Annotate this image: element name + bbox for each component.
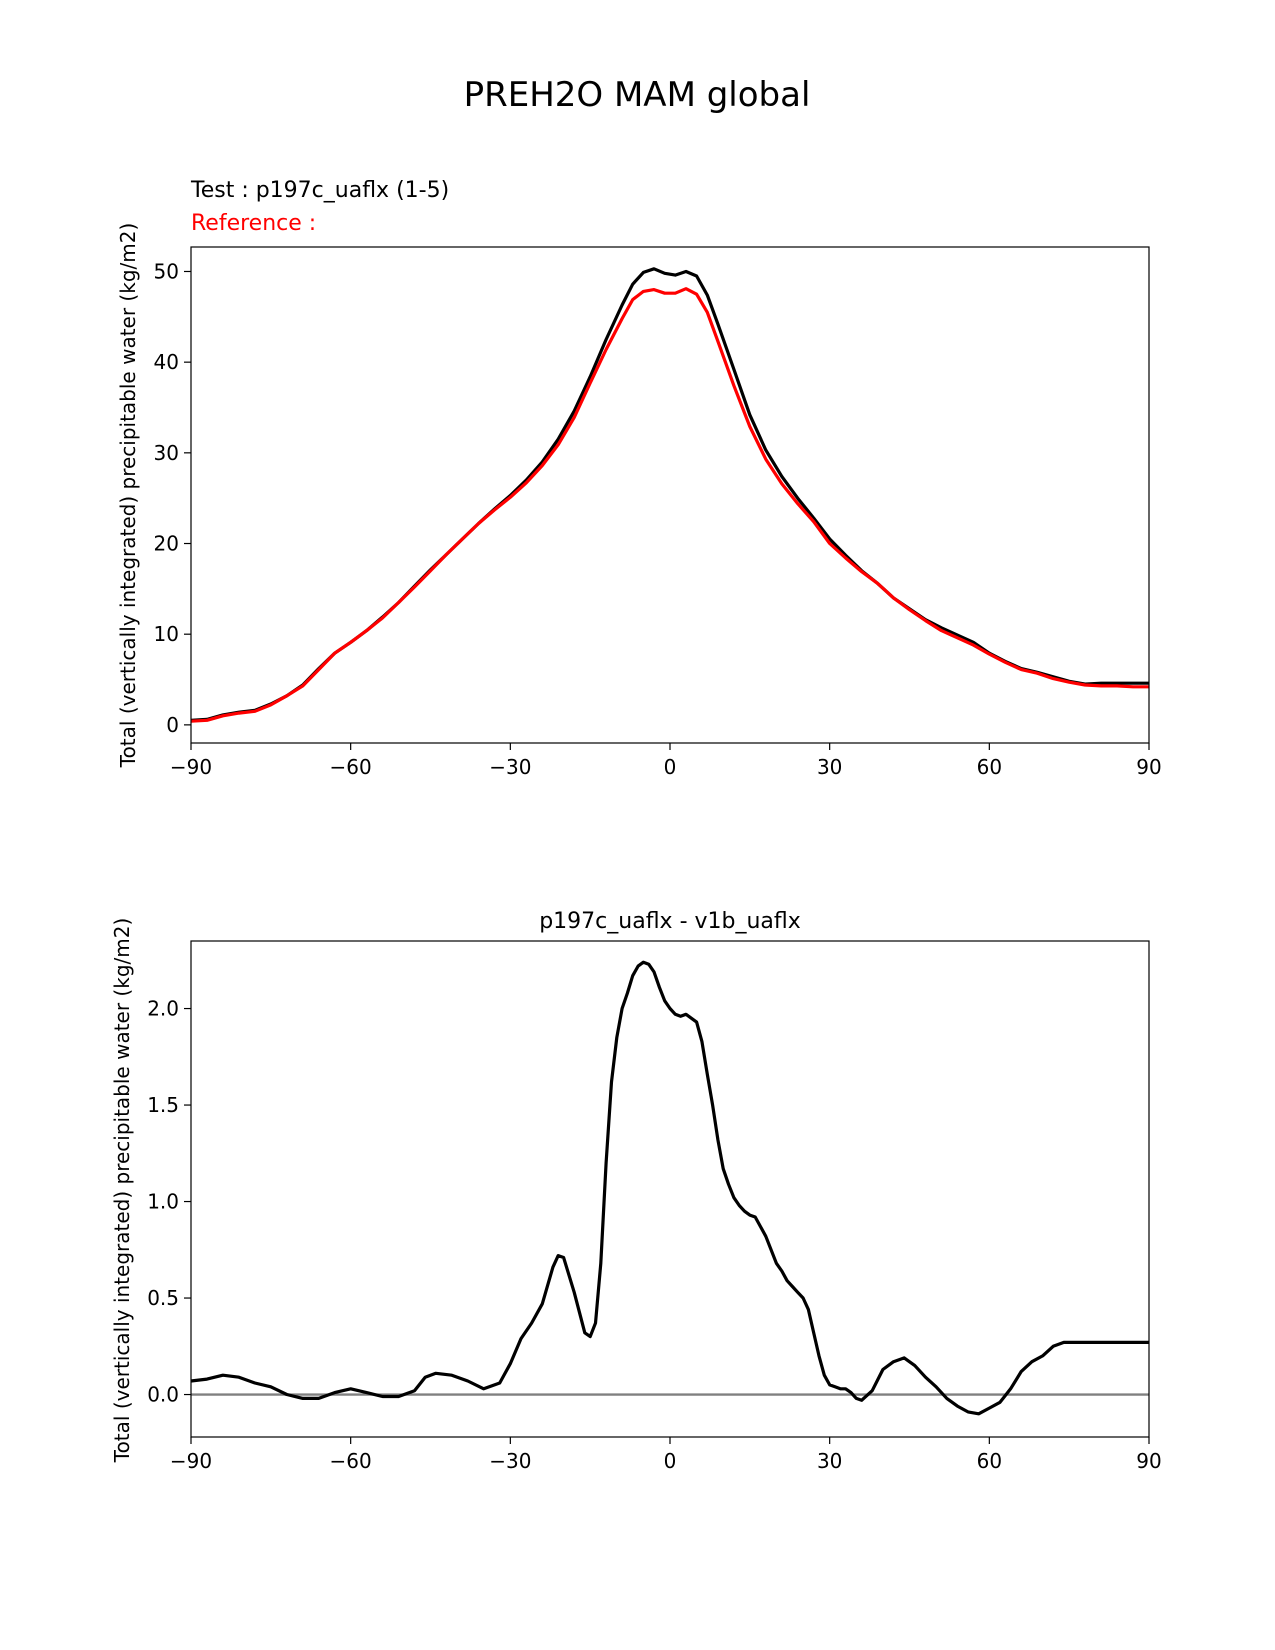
bottom-panel-y-tick-label: 1.0 — [147, 1190, 179, 1214]
bottom-panel-x-ticks: −90 −60 −30 0 30 60 90 — [170, 1437, 1162, 1473]
top-panel-y-tick-label: 20 — [154, 532, 179, 556]
bottom-panel: p197c_uaflx - v1b_uaflx Total (verticall… — [110, 909, 1162, 1473]
top-panel-y-tick-label: 40 — [154, 350, 179, 374]
top-panel-y-tick-label: 10 — [154, 622, 179, 646]
bottom-panel-y-ticks: 0.0 0.5 1.0 1.5 2.0 — [147, 997, 191, 1407]
top-panel-y-tick-label: 30 — [154, 441, 179, 465]
top-panel-y-axis-label: Total (vertically integrated) precipitab… — [116, 223, 140, 769]
bottom-panel-title: p197c_uaflx - v1b_uaflx — [539, 909, 801, 934]
top-panel-y-ticks: 0 10 20 30 40 50 — [154, 259, 191, 737]
bottom-panel-y-tick-label: 0.0 — [147, 1383, 179, 1407]
top-panel-y-tick-label: 50 — [154, 259, 179, 283]
bottom-panel-frame — [190, 940, 1150, 1438]
series-line-difference — [190, 960, 1149, 1416]
top-panel-y-tick-label: 0 — [166, 713, 179, 737]
top-panel: Test : p197c_uaflx (1-5) Reference : Tot… — [116, 178, 1162, 779]
top-panel-x-tick-label: 60 — [977, 755, 1002, 779]
top-panel-x-tick-label: −30 — [489, 755, 531, 779]
bottom-panel-y-tick-label: 2.0 — [147, 997, 179, 1021]
bottom-panel-x-tick-label: −30 — [489, 1449, 531, 1473]
top-panel-x-tick-label: 0 — [664, 755, 677, 779]
bottom-panel-x-tick-label: 0 — [664, 1449, 677, 1473]
top-panel-frame — [190, 246, 1150, 744]
top-panel-x-tick-label: −60 — [330, 755, 372, 779]
top-panel-test-label: Test : p197c_uaflx (1-5) — [190, 178, 449, 203]
bottom-panel-plot-area — [190, 960, 1149, 1416]
bottom-panel-x-tick-label: 60 — [977, 1449, 1002, 1473]
bottom-panel-x-tick-label: −60 — [330, 1449, 372, 1473]
bottom-panel-x-tick-label: 30 — [817, 1449, 842, 1473]
bottom-panel-x-tick-label: −90 — [170, 1449, 212, 1473]
series-line-reference — [190, 287, 1149, 723]
bottom-panel-y-tick-label: 1.5 — [147, 1093, 179, 1117]
top-panel-plot-area — [190, 267, 1149, 723]
top-panel-x-tick-label: 90 — [1136, 755, 1161, 779]
top-panel-reference-label: Reference : — [191, 211, 316, 236]
bottom-panel-y-tick-label: 0.5 — [147, 1286, 179, 1310]
top-panel-x-ticks: −90 −60 −30 0 30 60 90 — [170, 743, 1162, 779]
top-panel-x-tick-label: −90 — [170, 755, 212, 779]
figure-title: PREH2O MAM global — [464, 75, 811, 115]
bottom-panel-y-axis-label: Total (vertically integrated) precipitab… — [110, 918, 134, 1464]
bottom-panel-x-tick-label: 90 — [1136, 1449, 1161, 1473]
top-panel-x-tick-label: 30 — [817, 755, 842, 779]
